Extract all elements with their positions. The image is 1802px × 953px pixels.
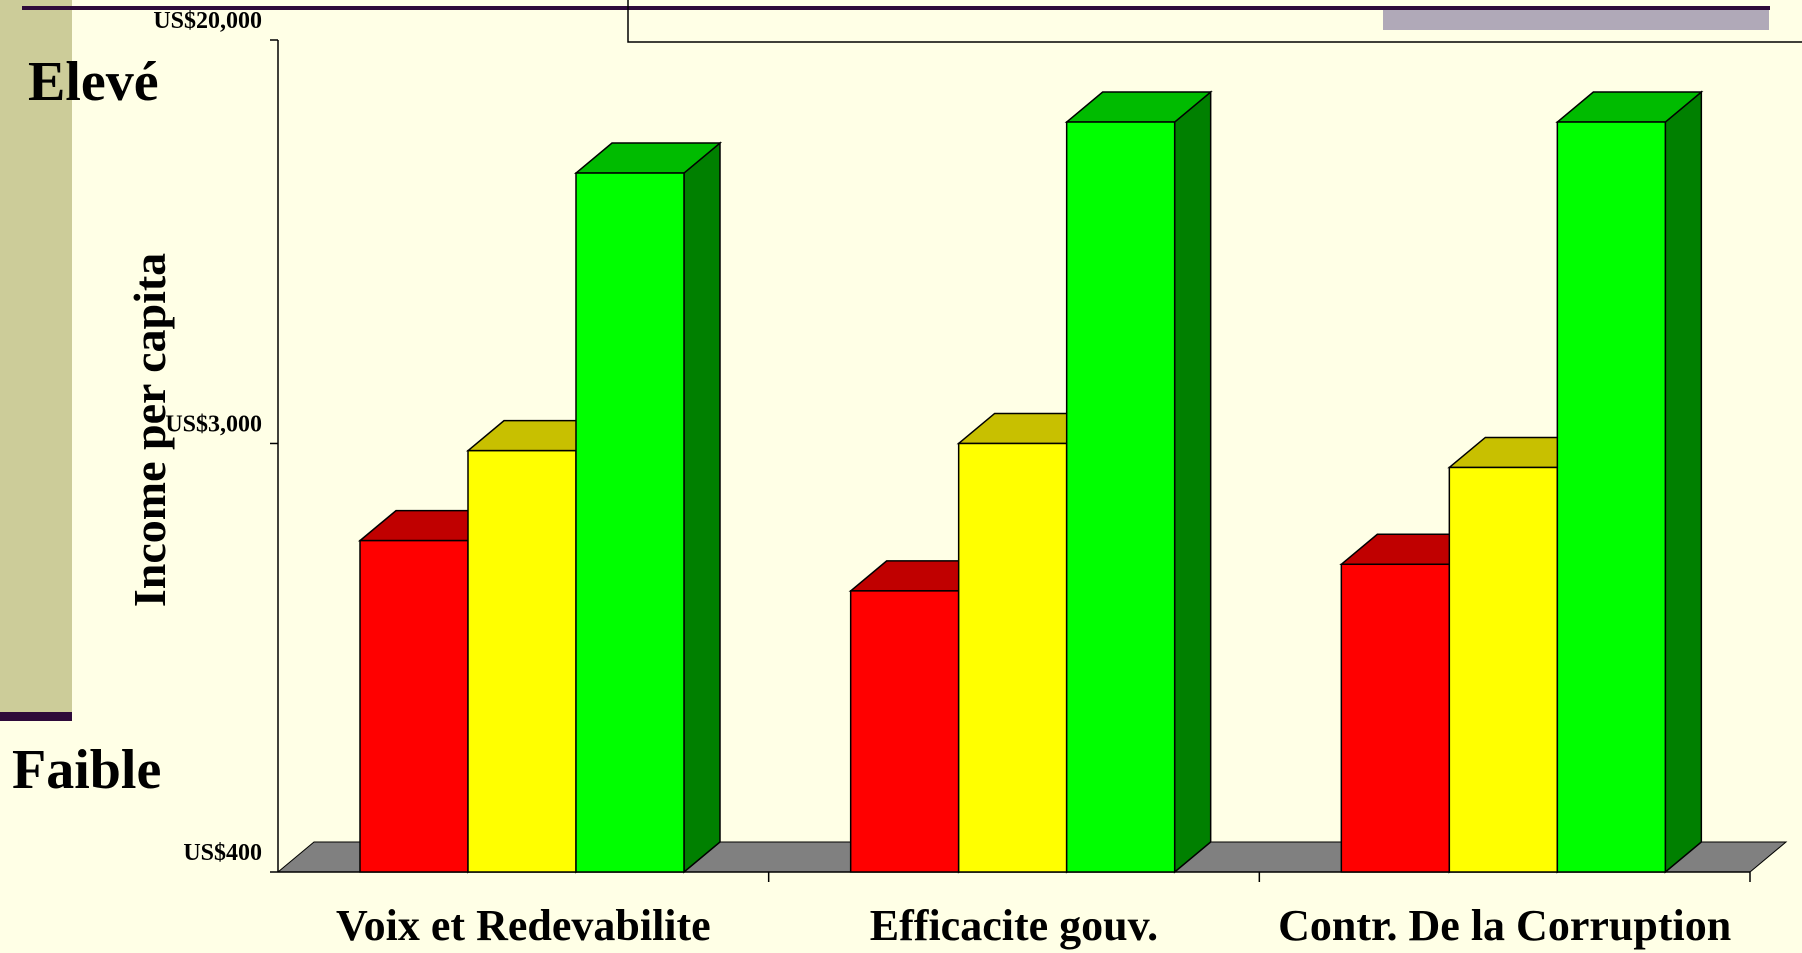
bar-front xyxy=(1448,466,1559,873)
category-label-1: Efficacite gouv. xyxy=(870,901,1158,950)
left-sidebar-band xyxy=(0,0,72,712)
bar-front xyxy=(575,172,685,873)
bar-side xyxy=(1173,90,1212,874)
y-axis-ticks: US$400 US$3,000 US$20,000 xyxy=(153,8,278,873)
bar-front xyxy=(359,539,469,873)
y-axis-title: Income per capita xyxy=(124,253,175,607)
side-label-high: Elevé xyxy=(28,51,159,113)
bars-group xyxy=(357,90,1704,874)
bar-2-2 xyxy=(1555,90,1704,874)
bar-front xyxy=(849,590,960,873)
category-label-0: Voix et Redevabilite xyxy=(336,901,711,950)
left-sidebar-rule xyxy=(0,712,72,721)
bar-0-2 xyxy=(573,141,723,874)
bar-front xyxy=(1340,563,1451,873)
x-axis-ticks xyxy=(767,872,1751,882)
bar-front xyxy=(1065,121,1176,873)
header-gray-box xyxy=(1383,10,1769,30)
bar-front xyxy=(957,442,1068,873)
bar-1-2 xyxy=(1064,90,1213,874)
y-tick-label-0: US$400 xyxy=(183,840,262,866)
y-tick-label-2: US$20,000 xyxy=(153,8,262,34)
top-rule xyxy=(22,6,1770,10)
bar-side xyxy=(1664,90,1703,874)
bar-front xyxy=(467,449,577,873)
category-label-2: Contr. De la Corruption xyxy=(1278,901,1731,950)
category-labels: Voix et Redevabilite Efficacite gouv. Cont… xyxy=(336,901,1731,950)
bar-front xyxy=(1556,121,1667,873)
side-label-low: Faible xyxy=(12,739,161,801)
y-tick-label-1: US$3,000 xyxy=(165,411,262,437)
header-frame xyxy=(627,0,1802,43)
bar-side xyxy=(683,141,721,874)
